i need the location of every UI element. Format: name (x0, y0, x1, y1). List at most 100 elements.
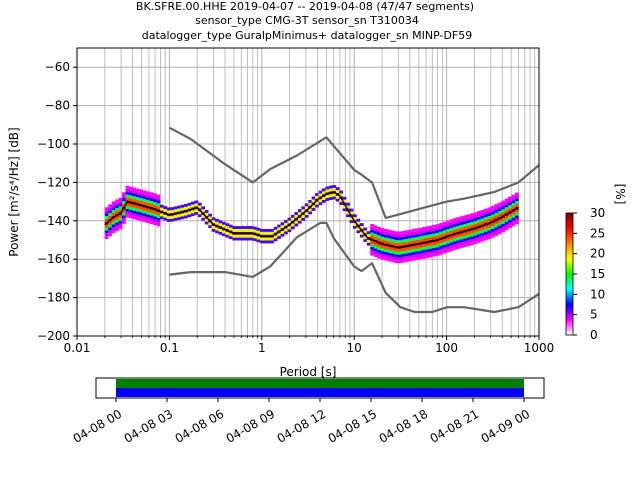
psd-density-cell (249, 226, 254, 229)
psd-density-cell (484, 234, 488, 238)
colorbar-tick-label: 20 (590, 247, 605, 261)
title-line-3: datalogger_type GuralpMinimus+ datalogge… (142, 29, 473, 42)
psd-density-cell (259, 231, 264, 235)
psd-density-cell (149, 218, 154, 222)
grid (77, 48, 539, 336)
psd-density-cell (484, 211, 488, 215)
psd-density-cell (494, 224, 499, 228)
psd-density-cell (304, 212, 309, 215)
psd-density-cell (459, 227, 464, 231)
psd-density-cell (311, 205, 316, 209)
psd-density-cell (322, 188, 326, 192)
psd-density-cell (222, 230, 226, 234)
psd-density-cell (377, 255, 381, 259)
psd-density-cell (201, 209, 206, 213)
psd-density-cell (301, 209, 306, 213)
psd-density-cell (470, 213, 474, 217)
psd-density-cell (387, 229, 392, 233)
psd-density-cell (446, 223, 450, 227)
psd-density-cell (490, 214, 495, 218)
y-tick-label: −120 (37, 175, 70, 189)
psd-density-cell (132, 187, 137, 191)
psd-density-cell (125, 188, 130, 192)
psd-density-cell (373, 231, 378, 234)
psd-density-cell (511, 223, 516, 227)
psd-density-cell (108, 224, 113, 228)
y-tick-label: −160 (37, 252, 70, 266)
psd-density-cell (442, 230, 447, 234)
psd-density-cell (415, 234, 419, 238)
psd-density-cell (453, 221, 457, 224)
psd-density-cell (504, 215, 509, 219)
psd-density-cell (118, 220, 123, 224)
psd-density-cell (428, 234, 433, 238)
psd-density-cell (104, 215, 109, 219)
psd-density-cell (108, 227, 113, 231)
psd-density-cell (428, 231, 433, 235)
psd-density-cell (401, 259, 406, 263)
psd-density-cell (342, 208, 347, 212)
psd-density-cell (408, 235, 412, 239)
psd-density-cell (122, 195, 126, 199)
psd-density-cell (370, 235, 375, 239)
psd-density-cell (425, 234, 430, 238)
psd-density-cell (201, 215, 206, 218)
psd-density-cell (153, 199, 157, 202)
psd-density-cell (177, 214, 181, 218)
psd-density-cell (222, 221, 226, 225)
psd-density-cell (246, 234, 250, 238)
psd-density-cell (425, 229, 430, 233)
psd-density-cell (266, 237, 271, 241)
psd-density-cell (487, 210, 492, 214)
psd-density-cell (132, 193, 137, 197)
psd-density-cell (456, 240, 461, 244)
psd-density-cell (418, 247, 423, 251)
psd-density-cell (425, 252, 430, 256)
psd-density-cell (432, 250, 437, 254)
psd-density-cell (242, 226, 247, 229)
psd-density-cell (442, 241, 447, 245)
colorbar-label: [%] (613, 184, 627, 205)
psd-density-cell (356, 230, 361, 234)
psd-density-cell (156, 206, 161, 210)
psd-density-cell (339, 190, 343, 194)
psd-density-cell (135, 205, 140, 209)
psd-density-cell (390, 236, 395, 240)
psd-density-cell (156, 214, 161, 218)
psd-density-cell (508, 205, 512, 209)
psd-density-cell (128, 206, 133, 210)
psd-density-cell (111, 230, 116, 234)
psd-density-cell (401, 251, 406, 254)
psd-density-cell (153, 210, 157, 214)
psd-density-cell (456, 228, 461, 232)
psd-density-cell (249, 237, 254, 241)
psd-density-cell (380, 256, 385, 260)
psd-density-cell (463, 223, 468, 227)
psd-density-cell (411, 234, 416, 238)
psd-density-cell (501, 217, 506, 221)
psd-density-cell (477, 216, 481, 220)
psd-density-cell (180, 204, 185, 208)
psd-density-cell (146, 220, 150, 224)
psd-density-cell (339, 199, 343, 203)
psd-density-cell (111, 210, 116, 213)
psd-density-cell (263, 237, 268, 241)
psd-density-cell (470, 233, 474, 237)
psd-density-cell (446, 246, 450, 250)
psd-density-cell (449, 239, 454, 243)
psd-density-cell (477, 219, 481, 223)
psd-density-cell (159, 204, 164, 208)
psd-density-cell (425, 255, 430, 258)
psd-density-cell (459, 236, 464, 240)
psd-density-cell (508, 199, 512, 203)
psd-density-cell (466, 231, 471, 235)
psd-density-cell (428, 237, 433, 240)
psd-density-cell (459, 233, 464, 237)
psd-density-cell (480, 235, 485, 239)
psd-density-cell (394, 231, 399, 235)
psd-density-cell (173, 209, 178, 213)
psd-density-cell (480, 227, 485, 231)
psd-density-cell (108, 207, 113, 211)
psd-density-cell (501, 200, 506, 204)
